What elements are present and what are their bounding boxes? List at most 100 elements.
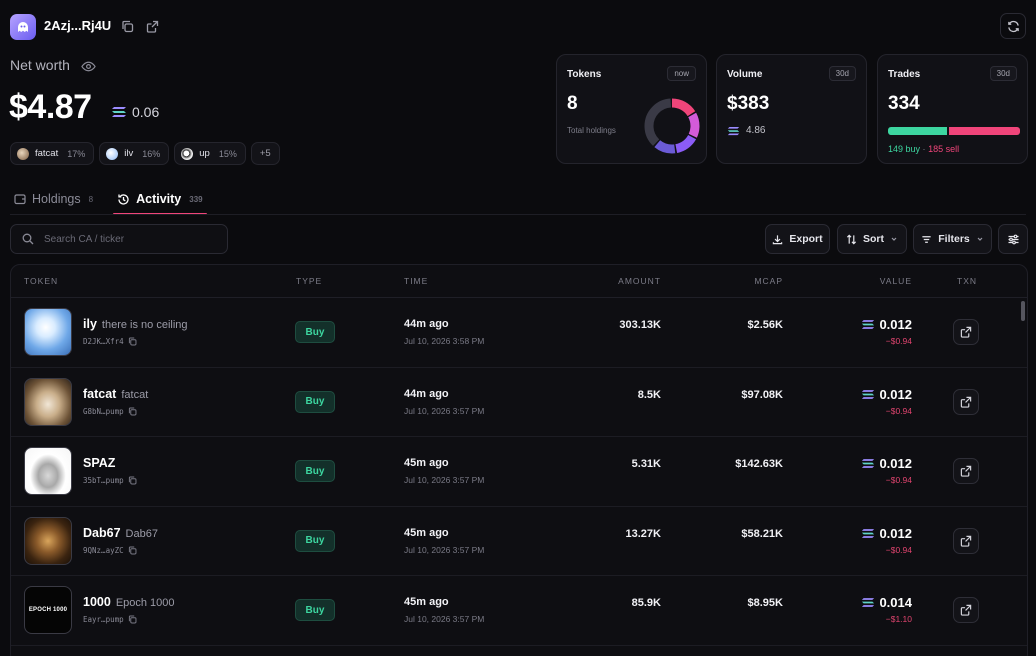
chip-name: up [199, 148, 210, 159]
header-token[interactable]: TOKEN [24, 276, 59, 286]
wallet-avatar [10, 14, 36, 40]
tab-label: Holdings [32, 192, 81, 206]
eye-icon[interactable] [80, 58, 96, 74]
buy-sell-bar [888, 127, 1020, 135]
tokens-card: Tokens now 8 Total holdings [556, 54, 707, 164]
scrollbar-thumb[interactable] [1021, 301, 1025, 321]
time-ago: 45m ago [404, 596, 449, 608]
contract-address: G8bN…pump [83, 406, 124, 416]
token-name: 1000 Epoch 1000 [83, 595, 175, 609]
token-full-name: there is no ceiling [101, 319, 188, 331]
copy-icon[interactable] [119, 18, 135, 34]
table-row[interactable]: ily there is no ceiling D2JK…Xfr4 Buy 44… [11, 298, 1027, 368]
chevron-down-icon [891, 237, 897, 241]
header-mcap[interactable]: MCAP [754, 276, 783, 286]
holding-chip[interactable]: ilv 16% [99, 142, 170, 165]
more-holdings-chip[interactable]: +5 [250, 142, 280, 165]
header-txn: TXN [957, 276, 977, 286]
token-symbol: fatcat [83, 386, 117, 401]
table-row[interactable]: SPAZ 35bT…pump Buy 45m ago Jul 10, 2026 … [11, 437, 1027, 507]
copy-icon[interactable] [128, 407, 137, 416]
search-input[interactable] [44, 233, 204, 245]
txn-link-button[interactable] [953, 319, 979, 345]
amount: 13.27K [625, 527, 661, 540]
token-avatar [106, 147, 119, 160]
token-thumbnail [24, 308, 72, 356]
holding-chip[interactable]: up 15% [174, 142, 246, 165]
tab-holdings[interactable]: Holdings 8 [14, 187, 93, 211]
table-row[interactable]: fatcat fatcat G8bN…pump Buy 44m ago Jul … [11, 368, 1027, 437]
copy-icon[interactable] [128, 476, 137, 485]
token-contract: 35bT…pump [83, 476, 137, 485]
chip-name: ilv [124, 148, 134, 159]
type-badge: Buy [295, 321, 335, 343]
value-sol: 0.014 [861, 595, 912, 610]
card-badge: now [667, 66, 696, 81]
token-contract: 9QNz…ayZC [83, 546, 137, 555]
export-button[interactable]: Export [765, 224, 830, 254]
buy-bar [888, 127, 947, 135]
solana-icon [862, 598, 875, 607]
txn-link-button[interactable] [953, 527, 979, 554]
table-row[interactable]: EPOCH 1000 1000 Epoch 1000 Eayr…pump Buy… [11, 576, 1027, 646]
timestamp: Jul 10, 2026 3:57 PM [404, 544, 485, 555]
time-ago: 45m ago [404, 457, 449, 469]
time-ago: 44m ago [404, 387, 449, 400]
txn-link-button[interactable] [953, 388, 979, 415]
type-badge: Buy [295, 390, 335, 413]
token-avatar [17, 147, 29, 160]
filters-button[interactable]: Filters [913, 224, 992, 254]
card-badge: 30d [828, 66, 856, 81]
time-ago: 44m ago [404, 318, 449, 330]
value-amount: 0.012 [879, 386, 912, 402]
header-amount[interactable]: AMOUNT [618, 276, 661, 286]
timestamp: Jul 10, 2026 3:57 PM [404, 475, 485, 485]
search-box[interactable] [10, 224, 228, 254]
copy-icon[interactable] [128, 546, 137, 555]
token-name: ily there is no ceiling [83, 317, 188, 331]
value-usd: −$0.94 [885, 475, 912, 485]
view-tabs: Holdings 8 Activity 339 [14, 187, 207, 215]
txn-link-button[interactable] [953, 597, 979, 623]
copy-icon[interactable] [128, 615, 137, 624]
separator: · [922, 144, 926, 154]
header-value[interactable]: VALUE [879, 276, 912, 286]
header-time[interactable]: TIME [404, 276, 429, 286]
external-link-icon [960, 326, 972, 338]
volume-value: $383 [727, 93, 770, 114]
timestamp: Jul 10, 2026 3:58 PM [404, 336, 485, 346]
holding-chip[interactable]: fatcat 17% [10, 142, 95, 165]
market-cap: $97.08K [741, 388, 783, 401]
value-amount: 0.012 [879, 456, 912, 471]
contract-address: Eayr…pump [83, 615, 124, 624]
card-badge: 30d [989, 66, 1017, 81]
settings-button[interactable] [998, 224, 1028, 254]
thumbnail-text: EPOCH 1000 [28, 607, 68, 613]
solana-icon [727, 126, 740, 135]
token-thumbnail [24, 516, 72, 565]
activity-table: TOKEN TYPE TIME AMOUNT MCAP VALUE TXN il… [10, 264, 1028, 656]
timestamp: Jul 10, 2026 3:57 PM [404, 614, 485, 624]
refresh-button[interactable] [1000, 13, 1026, 39]
amount: 5.31K [631, 458, 661, 470]
token-full-name: Epoch 1000 [115, 597, 175, 609]
chip-name: fatcat [35, 148, 59, 159]
ghost-icon [18, 22, 28, 32]
copy-icon[interactable] [128, 337, 137, 346]
sort-button[interactable]: Sort [837, 224, 907, 254]
donut-segment [644, 98, 700, 154]
trades-card: Trades 30d 334 149 buy · 185 sell [877, 54, 1028, 164]
token-contract: G8bN…pump [83, 407, 137, 416]
table-row[interactable]: Dab67 Dab67 9QNz…ayZC Buy 45m ago Jul 10… [11, 507, 1027, 576]
header-type[interactable]: TYPE [296, 276, 323, 286]
market-cap: $58.21K [741, 527, 783, 540]
buy-sell-summary: 149 buy · 185 sell [888, 144, 959, 154]
external-link-icon [960, 604, 972, 616]
solana-icon [112, 107, 126, 117]
net-worth-sol-value: 0.06 [132, 104, 160, 120]
market-cap: $2.56K [747, 319, 783, 331]
holdings-donut [644, 98, 700, 154]
external-link-icon[interactable] [144, 18, 160, 34]
tab-activity[interactable]: Activity 339 [113, 187, 207, 215]
txn-link-button[interactable] [953, 458, 979, 484]
